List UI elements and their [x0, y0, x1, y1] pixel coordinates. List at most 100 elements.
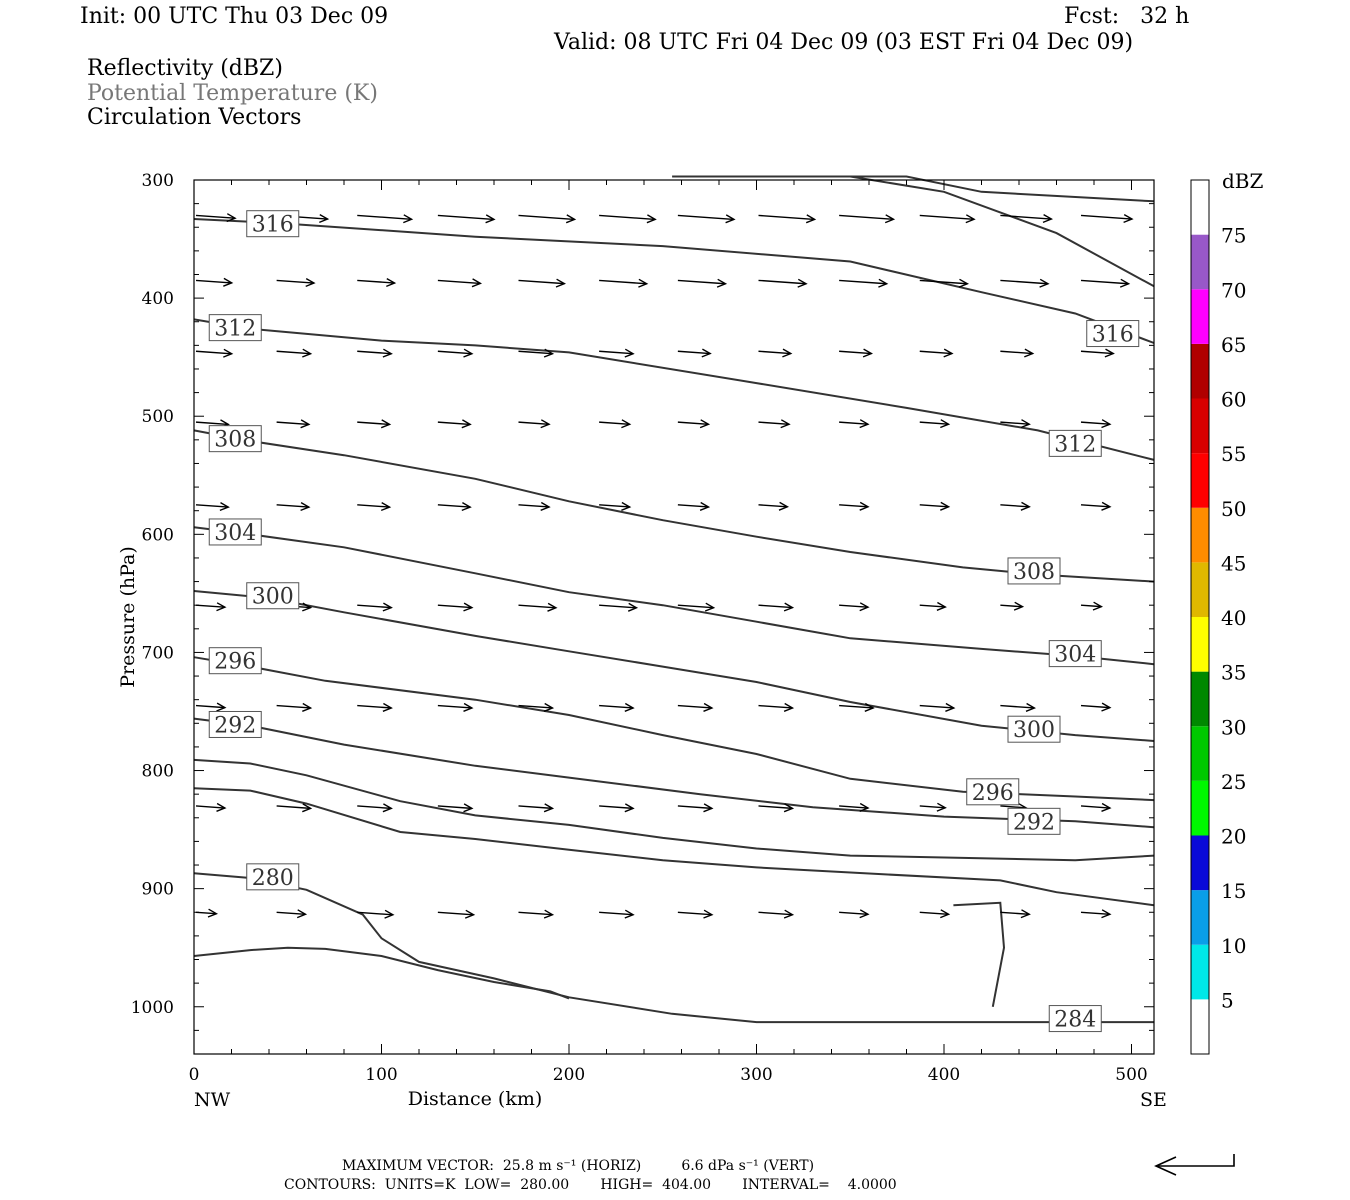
contour-label-316: 316	[1092, 323, 1134, 348]
circulation-vector-head	[936, 802, 947, 812]
circulation-vector	[1080, 350, 1114, 355]
circulation-vector-head	[646, 214, 657, 224]
colorbar-swatch-5	[1191, 944, 1209, 1000]
colorbar-label-20: 20	[1221, 825, 1246, 849]
circulation-vector	[839, 279, 887, 285]
circulation-vector-head	[624, 702, 635, 712]
contour-label-300: 300	[1013, 718, 1055, 743]
circulation-vector-head	[403, 214, 414, 224]
circulation-vector	[677, 421, 709, 425]
colorbar-label-65: 65	[1221, 333, 1246, 357]
circulation-vector-head	[699, 419, 711, 429]
circulation-vector-head	[638, 278, 649, 288]
circulation-vector	[276, 350, 311, 355]
circulation-vector-head	[943, 348, 954, 358]
circulation-vector-head	[940, 909, 951, 919]
colorbar-label-70: 70	[1221, 278, 1246, 302]
circulation-vector-head	[1101, 909, 1112, 919]
circulation-vector-head	[300, 419, 311, 429]
colorbar-swatch-65	[1191, 289, 1209, 344]
circulation-vector	[839, 604, 869, 608]
circulation-vector	[677, 504, 709, 508]
circulation-vector	[758, 911, 793, 916]
colorbar-label-10: 10	[1221, 934, 1246, 958]
circulation-vector-head	[940, 419, 951, 429]
circulation-vector-head	[382, 702, 393, 712]
contour-label-box	[1007, 807, 1061, 835]
circulation-vector-head	[862, 348, 874, 358]
x-end-label-se: SE	[1140, 1089, 1167, 1111]
circulation-vector	[1000, 504, 1030, 508]
circulation-vector	[677, 805, 712, 810]
circulation-vector	[839, 504, 869, 508]
circulation-vector	[195, 421, 229, 426]
circulation-vector-head	[296, 909, 308, 919]
theta-contour-304	[193, 526, 1155, 666]
contour-labels: 316 316 312 312 308 308 304 304 300 300 296 296 292 2…	[208, 210, 1140, 1033]
circulation-vector-head	[461, 419, 472, 429]
circulation-vector	[195, 911, 217, 915]
reference-vector-head	[1154, 1156, 1177, 1176]
y-tick-label: 1000	[131, 998, 174, 1018]
circulation-vector	[518, 279, 565, 285]
contour-label-296: 296	[972, 781, 1014, 806]
circulation-vector-head	[1039, 278, 1050, 288]
circulation-vector	[758, 704, 793, 709]
circulation-vector	[677, 604, 714, 609]
circulation-vector-head	[547, 602, 558, 612]
circulation-vector	[195, 214, 236, 219]
contour-label-box	[208, 314, 262, 342]
circulation-vector-head	[302, 602, 313, 612]
contour-label-312: 312	[214, 317, 256, 342]
circulation-vector-head	[1123, 213, 1134, 224]
circulation-vector-head	[704, 602, 716, 612]
colorbar: 5 10 15 20 25 30 35 40 45 50 55 60 65 70 75	[1190, 179, 1246, 1055]
contour-label-292: 292	[214, 713, 256, 738]
circulation-vector	[195, 504, 229, 508]
contour-label-280: 280	[252, 866, 294, 891]
theta-contour-segment-13	[850, 175, 1155, 288]
colorbar-label-45: 45	[1221, 551, 1246, 575]
circulation-vector	[599, 350, 634, 355]
x-tick-label: 400	[928, 1065, 960, 1085]
circulation-vector-head	[555, 278, 567, 288]
circulation-vector	[1000, 805, 1026, 809]
circulation-vector-head	[300, 501, 311, 512]
circulation-vector-head	[216, 602, 227, 612]
x-tick-label: 0	[189, 1065, 200, 1085]
circulation-vector-head	[543, 909, 555, 919]
circulation-vector	[518, 504, 550, 508]
circulation-vector-head	[621, 419, 632, 429]
circulation-vector-head	[302, 803, 313, 813]
contour-label-304: 304	[214, 521, 256, 546]
contour-label-box	[1048, 640, 1102, 668]
circulation-vector	[758, 350, 791, 355]
contour-label-box	[1007, 715, 1061, 743]
circulation-vector-head	[703, 803, 714, 813]
contour-label-box	[1086, 320, 1140, 348]
circulation-vector	[839, 805, 869, 809]
circulation-vector-head	[859, 501, 870, 511]
contour-label-300: 300	[252, 585, 294, 610]
circulation-vector	[839, 911, 869, 916]
y-axis-label: Pressure (hPa)	[117, 546, 139, 688]
colorbar-swatch-60	[1191, 343, 1209, 399]
circulation-vector-head	[382, 803, 393, 813]
circulation-vector-head	[1119, 278, 1131, 288]
circulation-vector	[437, 604, 472, 609]
circulation-vector-head	[1013, 601, 1025, 611]
circulation-vector-head	[878, 278, 889, 288]
circulation-vector	[599, 504, 630, 508]
contour-label-box	[208, 518, 262, 546]
circulation-vector-head	[1101, 702, 1112, 712]
circulation-vector-head	[783, 702, 795, 712]
circulation-vector	[919, 604, 946, 608]
colorbar-swatch-45	[1191, 507, 1209, 563]
circulation-vector	[437, 279, 481, 285]
circulation-vector-head	[936, 601, 947, 611]
circulation-vector	[1000, 421, 1030, 425]
circulation-vector-head	[1101, 419, 1112, 429]
colorbar-title: dBZ	[1222, 169, 1264, 193]
circulation-vector	[1000, 704, 1035, 709]
circulation-vector	[1080, 604, 1102, 608]
